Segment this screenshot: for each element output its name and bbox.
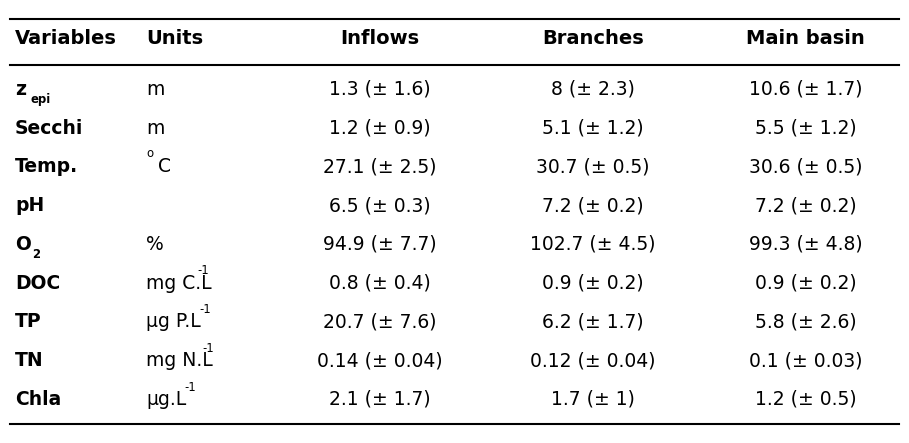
Text: 27.1 (± 2.5): 27.1 (± 2.5) bbox=[323, 157, 436, 176]
Text: 1.7 (± 1): 1.7 (± 1) bbox=[551, 390, 634, 409]
Text: 1.2 (± 0.9): 1.2 (± 0.9) bbox=[329, 119, 431, 138]
Text: mg C.L: mg C.L bbox=[146, 274, 212, 293]
Text: C: C bbox=[158, 157, 171, 176]
Text: 7.2 (± 0.2): 7.2 (± 0.2) bbox=[542, 196, 644, 215]
Text: m: m bbox=[146, 119, 165, 138]
Text: Units: Units bbox=[146, 29, 204, 48]
Text: 1.3 (± 1.6): 1.3 (± 1.6) bbox=[329, 80, 431, 99]
Text: %: % bbox=[146, 235, 165, 254]
Text: -1: -1 bbox=[203, 342, 215, 355]
Text: Chla: Chla bbox=[15, 390, 61, 409]
Text: mg N.L: mg N.L bbox=[146, 351, 213, 370]
Text: -1: -1 bbox=[197, 264, 209, 277]
Text: 2.1 (± 1.7): 2.1 (± 1.7) bbox=[329, 390, 431, 409]
Text: 5.5 (± 1.2): 5.5 (± 1.2) bbox=[754, 119, 856, 138]
Text: 0.8 (± 0.4): 0.8 (± 0.4) bbox=[329, 274, 431, 293]
Text: 94.9 (± 7.7): 94.9 (± 7.7) bbox=[323, 235, 436, 254]
Text: 5.1 (± 1.2): 5.1 (± 1.2) bbox=[542, 119, 644, 138]
Text: 0.12 (± 0.04): 0.12 (± 0.04) bbox=[530, 351, 655, 370]
Text: 0.9 (± 0.2): 0.9 (± 0.2) bbox=[754, 274, 856, 293]
Text: Secchi: Secchi bbox=[15, 119, 84, 138]
Text: 8 (± 2.3): 8 (± 2.3) bbox=[551, 80, 634, 99]
Text: 6.2 (± 1.7): 6.2 (± 1.7) bbox=[542, 312, 644, 331]
Text: 99.3 (± 4.8): 99.3 (± 4.8) bbox=[749, 235, 863, 254]
Text: o: o bbox=[146, 147, 154, 160]
Text: epi: epi bbox=[30, 93, 51, 105]
Text: 102.7 (± 4.5): 102.7 (± 4.5) bbox=[530, 235, 655, 254]
Text: 7.2 (± 0.2): 7.2 (± 0.2) bbox=[754, 196, 856, 215]
Text: z: z bbox=[15, 80, 26, 99]
Text: μg P.L: μg P.L bbox=[146, 312, 201, 331]
Text: -1: -1 bbox=[199, 303, 211, 316]
Text: 1.2 (± 0.5): 1.2 (± 0.5) bbox=[754, 390, 856, 409]
Text: -1: -1 bbox=[185, 381, 196, 393]
Text: 10.6 (± 1.7): 10.6 (± 1.7) bbox=[749, 80, 863, 99]
Text: TP: TP bbox=[15, 312, 42, 331]
Text: 0.1 (± 0.03): 0.1 (± 0.03) bbox=[749, 351, 863, 370]
Text: Branches: Branches bbox=[542, 29, 644, 48]
Text: 0.9 (± 0.2): 0.9 (± 0.2) bbox=[542, 274, 644, 293]
Text: Temp.: Temp. bbox=[15, 157, 78, 176]
Text: DOC: DOC bbox=[15, 274, 60, 293]
Text: 5.8 (± 2.6): 5.8 (± 2.6) bbox=[754, 312, 856, 331]
Text: μg.L: μg.L bbox=[146, 390, 186, 409]
Text: 30.7 (± 0.5): 30.7 (± 0.5) bbox=[536, 157, 649, 176]
Text: 6.5 (± 0.3): 6.5 (± 0.3) bbox=[329, 196, 431, 215]
Text: 20.7 (± 7.6): 20.7 (± 7.6) bbox=[323, 312, 436, 331]
Text: 30.6 (± 0.5): 30.6 (± 0.5) bbox=[749, 157, 863, 176]
Text: 0.14 (± 0.04): 0.14 (± 0.04) bbox=[317, 351, 443, 370]
Text: Variables: Variables bbox=[15, 29, 117, 48]
Text: Main basin: Main basin bbox=[746, 29, 865, 48]
Text: TN: TN bbox=[15, 351, 44, 370]
Text: 2: 2 bbox=[32, 248, 40, 260]
Text: m: m bbox=[146, 80, 165, 99]
Text: pH: pH bbox=[15, 196, 45, 215]
Text: Inflows: Inflows bbox=[340, 29, 419, 48]
Text: O: O bbox=[15, 235, 31, 254]
